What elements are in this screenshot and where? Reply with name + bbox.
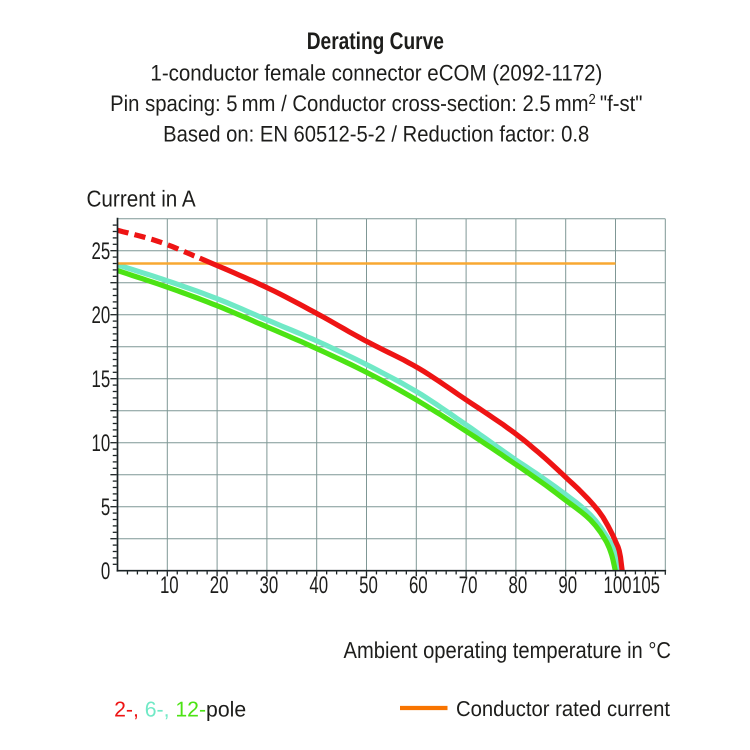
svg-text:25: 25 — [92, 238, 111, 265]
svg-text:15: 15 — [92, 366, 111, 393]
svg-text:Based on: EN 60512-5-2 / Reduc: Based on: EN 60512-5-2 / Reduction facto… — [163, 121, 589, 146]
svg-text:Conductor rated current: Conductor rated current — [456, 697, 670, 721]
svg-text:Current in A: Current in A — [87, 186, 197, 212]
svg-text:Derating Curve: Derating Curve — [307, 28, 444, 55]
svg-text:10: 10 — [160, 572, 179, 599]
svg-text:20: 20 — [92, 302, 111, 329]
svg-text:105: 105 — [632, 572, 660, 599]
svg-text:70: 70 — [459, 572, 478, 599]
svg-text:20: 20 — [210, 572, 229, 599]
svg-text:50: 50 — [359, 572, 378, 599]
svg-text:30: 30 — [260, 572, 279, 599]
svg-text:40: 40 — [309, 572, 328, 599]
svg-text:0: 0 — [101, 558, 110, 585]
svg-text:10: 10 — [92, 430, 111, 457]
svg-text:Pin spacing: 5 mm / Conductor: Pin spacing: 5 mm / Conductor cross-sect… — [110, 91, 642, 116]
svg-text:100: 100 — [603, 572, 631, 599]
svg-text:2-, 6-, 12-pole: 2-, 6-, 12-pole — [114, 697, 246, 721]
svg-text:60: 60 — [409, 572, 428, 599]
svg-text:90: 90 — [558, 572, 577, 599]
svg-text:Ambient operating temperature: Ambient operating temperature in °C — [343, 637, 671, 663]
svg-text:80: 80 — [509, 572, 528, 599]
svg-text:5: 5 — [101, 494, 110, 521]
svg-text:1-conductor female connector e: 1-conductor female connector eCOM (2092-… — [150, 61, 602, 86]
